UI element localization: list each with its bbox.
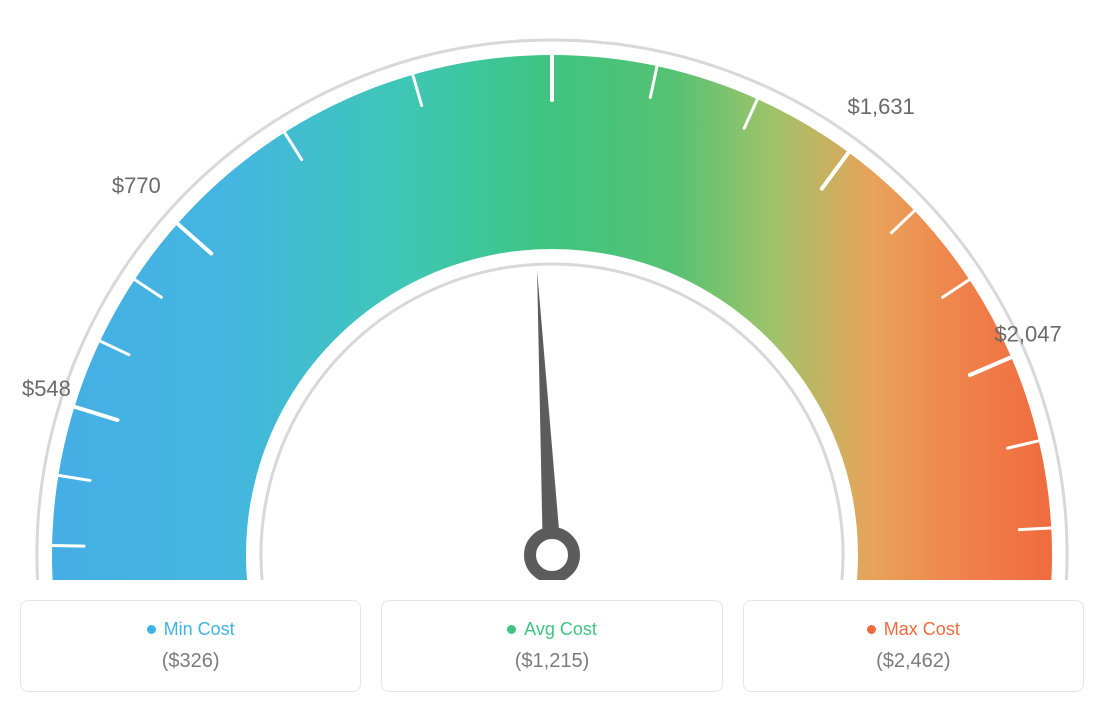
svg-text:$548: $548 [22,376,71,401]
min-cost-card: Min Cost ($326) [20,600,361,692]
svg-text:$1,631: $1,631 [848,94,915,119]
cost-gauge: $326$548$770$1,215$1,631$2,047$2,462 [20,20,1084,580]
min-label: Min Cost [164,619,235,640]
avg-dot-icon [507,625,516,634]
svg-text:$770: $770 [112,173,161,198]
legend-row: Min Cost ($326) Avg Cost ($1,215) Max Co… [20,600,1084,692]
svg-text:$2,047: $2,047 [994,321,1061,346]
max-value: ($2,462) [754,650,1073,673]
avg-value: ($1,215) [392,650,711,673]
min-value: ($326) [31,650,350,673]
max-cost-card: Max Cost ($2,462) [743,600,1084,692]
min-dot-icon [147,625,156,634]
avg-label: Avg Cost [524,619,597,640]
max-label: Max Cost [884,619,960,640]
avg-cost-card: Avg Cost ($1,215) [381,600,722,692]
max-dot-icon [867,625,876,634]
